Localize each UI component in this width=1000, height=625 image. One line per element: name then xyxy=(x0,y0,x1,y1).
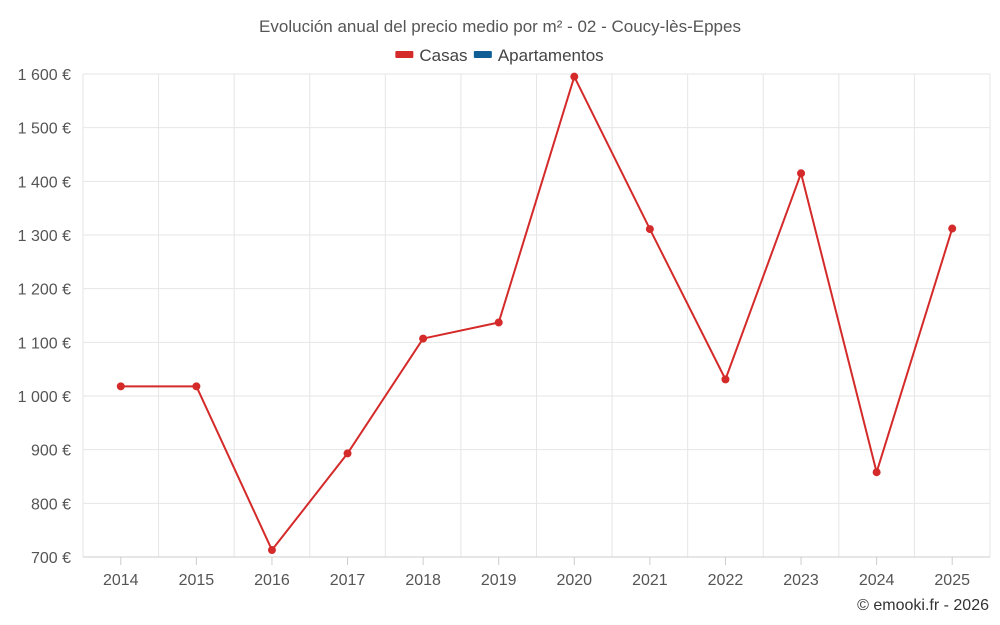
y-tick-label: 1 500 € xyxy=(18,121,71,138)
legend-swatch xyxy=(473,51,492,58)
x-tick-label: 2016 xyxy=(254,572,290,589)
x-tick-label: 2023 xyxy=(783,572,819,589)
x-tick-label: 2014 xyxy=(103,572,139,589)
y-tick-label: 1 600 € xyxy=(18,67,71,84)
data-point[interactable] xyxy=(419,334,428,343)
y-tick-label: 1 000 € xyxy=(18,389,71,406)
data-point[interactable] xyxy=(343,449,352,458)
x-tick-label: 2019 xyxy=(481,572,517,589)
y-tick-label: 700 € xyxy=(31,550,71,567)
y-tick-label: 800 € xyxy=(31,496,71,513)
data-point[interactable] xyxy=(116,382,125,391)
data-point[interactable] xyxy=(570,72,579,81)
chart-title: Evolución anual del precio medio por m² … xyxy=(259,17,741,36)
y-tick-label: 1 400 € xyxy=(18,174,71,191)
series-line-casas xyxy=(120,75,954,552)
x-tick-label: 2024 xyxy=(859,572,895,589)
data-point[interactable] xyxy=(494,318,503,327)
x-tick-label: 2022 xyxy=(708,572,744,589)
data-point[interactable] xyxy=(645,225,654,234)
x-tick-label: 2020 xyxy=(556,572,592,589)
x-tick-label: 2021 xyxy=(632,572,668,589)
legend-item-casas[interactable]: Casas xyxy=(395,46,468,65)
legend-label: Casas xyxy=(419,46,467,65)
x-tick-label: 2025 xyxy=(934,572,970,589)
legend-label: Apartamentos xyxy=(498,46,604,65)
data-point[interactable] xyxy=(872,468,881,477)
legend[interactable]: Casas Apartamentos xyxy=(395,46,604,65)
credit-text: © emooki.fr - 2026 xyxy=(857,597,989,614)
x-tick-label: 2015 xyxy=(179,572,215,589)
x-axis: 2014 2015 2016 2017 2018 2019 2020 2021 2022 2023… xyxy=(83,556,990,589)
y-tick-label: 1 200 € xyxy=(18,282,71,299)
y-axis: 700 € 800 € 900 € 1 000 € 1 100 € 1 200 € 1 30… xyxy=(18,67,71,567)
data-point[interactable] xyxy=(721,375,730,384)
series-layer xyxy=(116,72,957,555)
legend-item-apartamentos[interactable]: Apartamentos xyxy=(473,46,604,65)
x-tick-label: 2017 xyxy=(330,572,366,589)
x-tick-label: 2018 xyxy=(405,572,441,589)
data-point[interactable] xyxy=(267,546,276,555)
y-tick-label: 900 € xyxy=(31,443,71,460)
gridlines xyxy=(82,73,991,558)
y-tick-label: 1 100 € xyxy=(18,335,71,352)
legend-swatch xyxy=(395,51,414,58)
data-point[interactable] xyxy=(192,382,201,391)
data-point[interactable] xyxy=(948,224,957,233)
y-tick-label: 1 300 € xyxy=(18,228,71,245)
data-point[interactable] xyxy=(797,169,806,178)
